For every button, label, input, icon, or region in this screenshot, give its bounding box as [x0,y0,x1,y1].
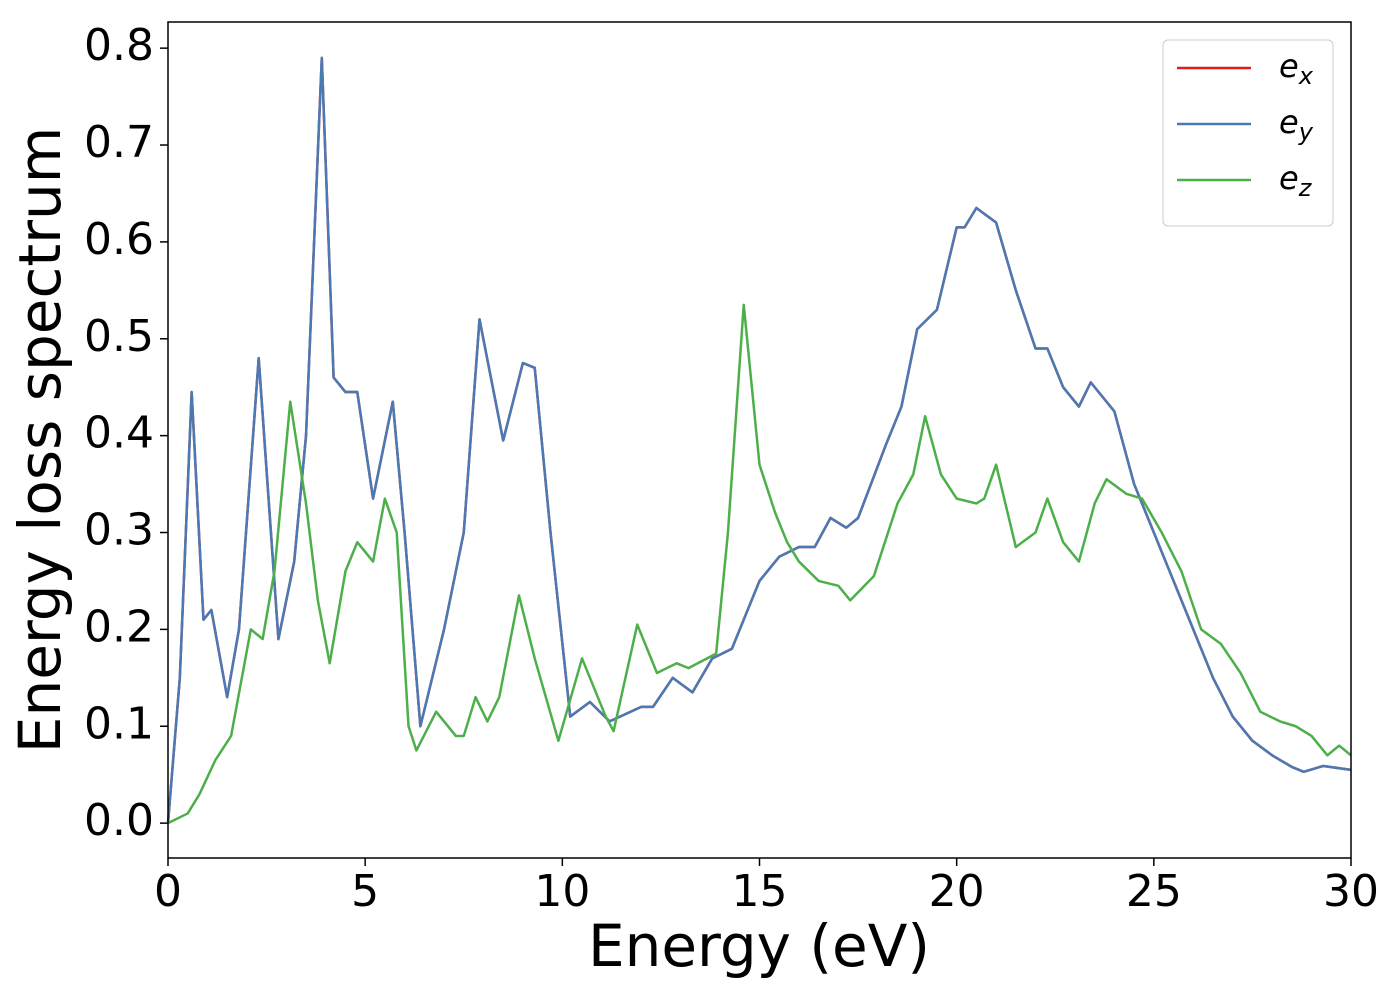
y-tick-label: 0.6 [84,214,154,265]
x-tick-label: 10 [534,866,590,917]
y-tick-label: 0.2 [84,601,154,652]
y-tick-label: 0.7 [84,117,154,168]
plot-frame [167,21,1352,859]
x-tick-label: 5 [351,866,379,917]
y-tick-label: 0.0 [84,795,154,846]
y-tick-label: 0.8 [84,20,154,71]
y-axis-label: Energy loss spectrum [6,127,74,753]
x-tick-label: 0 [154,866,182,917]
x-tick-label: 30 [1323,866,1379,917]
y-tick-label: 0.1 [84,698,154,749]
line-series [167,303,1352,825]
x-axis-label: Energy (eV) [588,912,930,980]
y-tick-label: 0.5 [84,311,154,362]
x-tick-label: 15 [732,866,788,917]
line-series [166,56,1352,824]
x-tick-label: 20 [929,866,985,917]
y-tick-label: 0.3 [84,505,154,556]
y-tick-label: 0.4 [84,408,154,459]
x-tick-label: 25 [1126,866,1182,917]
